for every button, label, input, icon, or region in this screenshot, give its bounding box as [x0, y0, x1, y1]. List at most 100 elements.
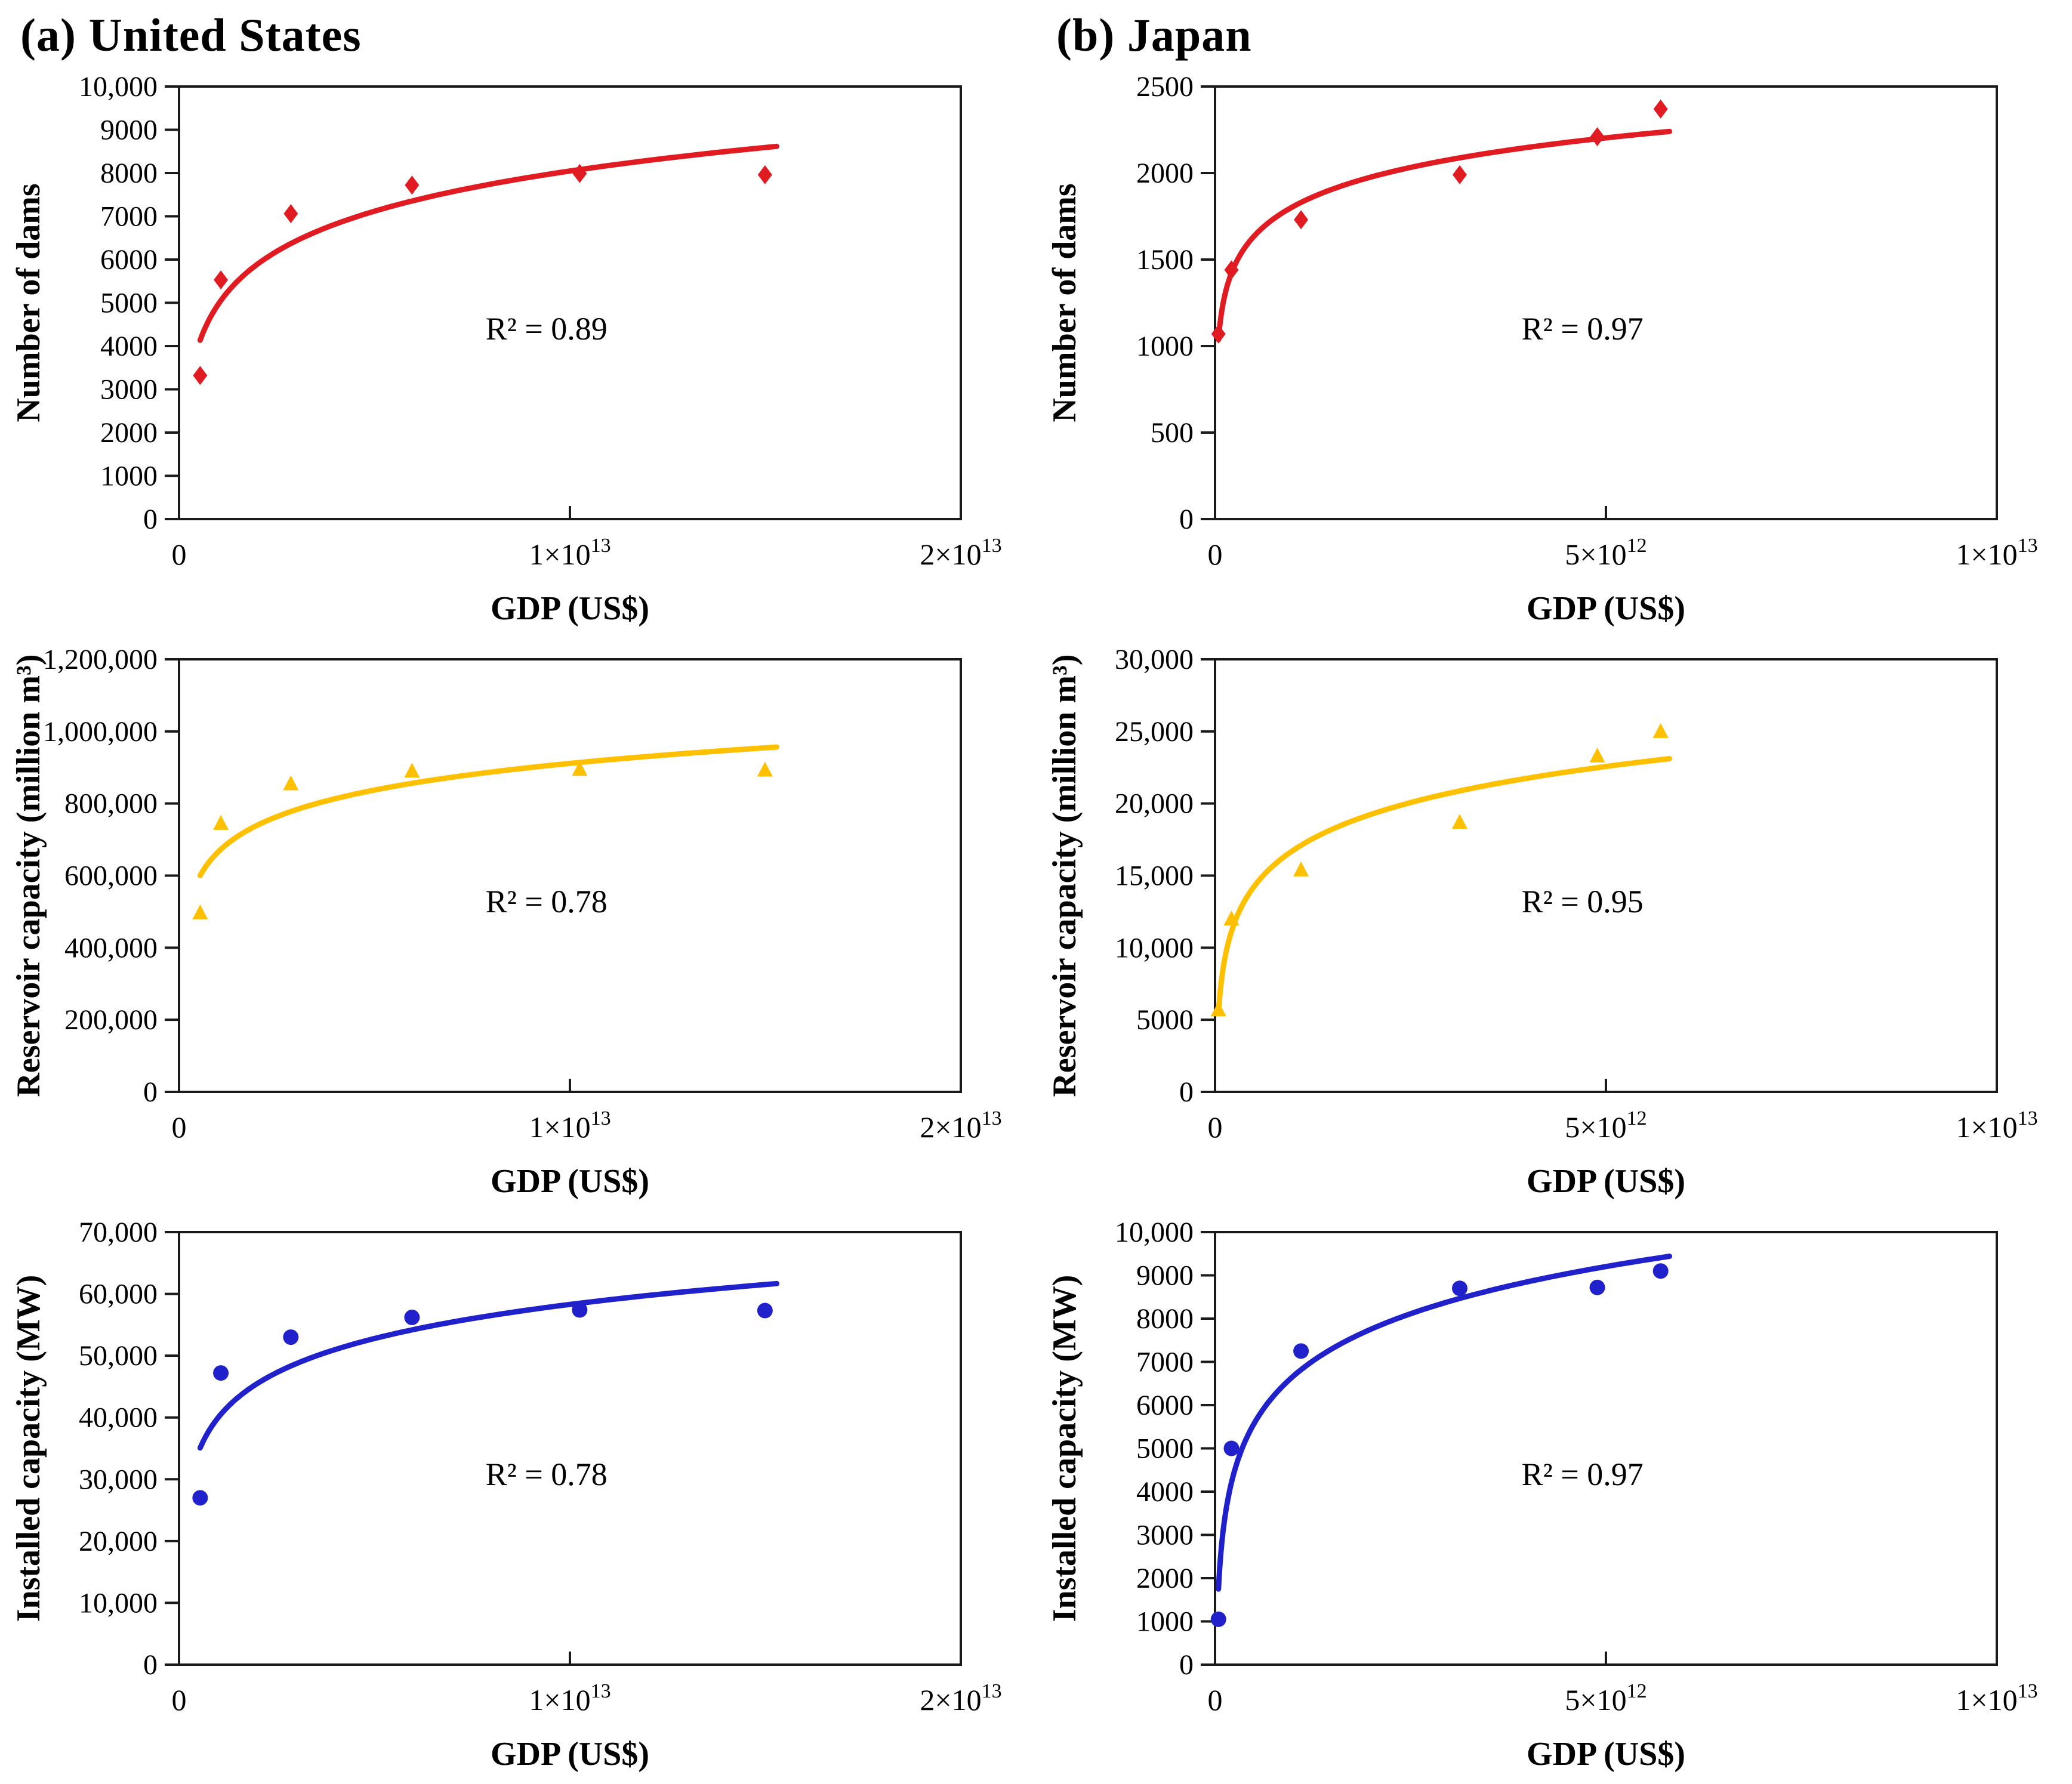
- y-tick-label: 50,000: [79, 1340, 158, 1372]
- data-point-circle: [1652, 1263, 1669, 1279]
- data-points: [193, 163, 772, 385]
- r-squared-annotation: R² = 0.97: [1522, 311, 1644, 347]
- x-tick-label: 0: [172, 1683, 187, 1717]
- y-tick-label: 8000: [1136, 1303, 1194, 1335]
- y-tick-label: 0: [143, 504, 158, 535]
- x-tick-label: 1×1013: [529, 1107, 610, 1144]
- y-tick-label: 3000: [1136, 1520, 1194, 1551]
- data-points: [1210, 1263, 1669, 1627]
- y-tick-label: 3000: [100, 374, 158, 406]
- data-point-circle: [1589, 1279, 1605, 1295]
- y-tick-label: 200,000: [64, 1004, 158, 1036]
- r-squared-annotation: R² = 0.97: [1522, 1456, 1644, 1492]
- y-tick-label: 2500: [1136, 71, 1194, 103]
- data-points: [192, 761, 773, 919]
- x-tick-label: 1×1013: [529, 535, 610, 571]
- y-tick-label: 15,000: [1115, 860, 1194, 892]
- x-axis: 0 5×1012 1×1013: [1208, 1652, 2038, 1717]
- x-axis: 0 1×1013 2×1013: [172, 1652, 1002, 1717]
- chart-japan-number-of-dams: 0 500 1000 1500 2000 2500 0 5×1012 1×1013 GDP (US…: [1036, 60, 2072, 632]
- data-point-circle: [1223, 1440, 1240, 1456]
- y-tick-label: 0: [143, 1076, 158, 1108]
- data-point-circle: [404, 1309, 420, 1325]
- x-axis: 0 5×1012 1×1013: [1208, 506, 2038, 571]
- chart-svg-japan-number-of-dams: 0 500 1000 1500 2000 2500 0 5×1012 1×1013 GDP (US…: [1046, 71, 2038, 627]
- data-point-diamond: [757, 165, 772, 184]
- x-tick-label: 0: [1208, 1110, 1223, 1144]
- y-tick-label: 1000: [1136, 331, 1194, 362]
- y-tick-label: 9000: [100, 115, 158, 146]
- data-point-diamond: [1653, 99, 1668, 119]
- trend-line: [197, 744, 779, 878]
- data-points: [192, 1302, 773, 1506]
- data-point-diamond: [1453, 165, 1467, 184]
- y-axis-title: Installed capacity (MW): [10, 1275, 47, 1622]
- plot-border: [178, 1231, 962, 1666]
- data-point-circle: [213, 1365, 229, 1381]
- chart-svg-us-installed-capacity: 0 10,000 20,000 30,000 40,000 50,000 60,000 70,…: [10, 1217, 1002, 1773]
- y-tick-label: 4000: [1136, 1476, 1194, 1508]
- data-point-circle: [1452, 1280, 1468, 1297]
- panel-title-a: (a) United States: [20, 9, 362, 61]
- y-axis: 0 10,000 20,000 30,000 40,000 50,000 60,000 70,…: [79, 1217, 179, 1681]
- y-axis-title: Reservoir capacity (million m³): [10, 654, 47, 1097]
- y-tick-label: 1000: [1136, 1606, 1194, 1638]
- y-tick-label: 1000: [100, 461, 158, 492]
- y-tick-label: 800,000: [64, 788, 158, 820]
- y-tick-label: 0: [143, 1649, 158, 1681]
- r-squared-annotation: R² = 0.78: [486, 1456, 608, 1492]
- x-axis-title: GDP (US$): [1527, 1163, 1685, 1200]
- data-point-diamond: [1294, 210, 1309, 230]
- chart-svg-japan-installed-capacity: 0 1000 2000 3000 4000 5000 6000 7000 8000 9000 10,…: [1046, 1217, 2038, 1773]
- data-point-diamond: [1224, 260, 1239, 280]
- y-axis-title: Number of dams: [10, 183, 47, 422]
- y-tick-label: 2000: [1136, 158, 1194, 189]
- data-point-triangle: [757, 761, 773, 777]
- r-squared-annotation: R² = 0.78: [486, 884, 608, 919]
- plot-border: [1214, 658, 1998, 1093]
- y-tick-label: 4000: [100, 331, 158, 362]
- y-tick-label: 70,000: [79, 1217, 158, 1248]
- x-tick-label: 0: [1208, 1683, 1223, 1717]
- y-tick-label: 20,000: [79, 1526, 158, 1557]
- r-squared-annotation: R² = 0.95: [1522, 884, 1644, 919]
- data-point-circle: [192, 1490, 208, 1506]
- data-point-triangle: [192, 904, 208, 919]
- trend-line: [197, 1280, 779, 1451]
- plot-border: [178, 85, 962, 520]
- chart-svg-japan-reservoir-capacity: 0 5000 10,000 15,000 20,000 25,000 30,000 0 5×10…: [1046, 644, 2038, 1200]
- x-tick-label: 2×1013: [920, 535, 1001, 571]
- x-tick-label: 5×1012: [1565, 1680, 1646, 1717]
- data-points: [1210, 723, 1669, 1017]
- x-tick-label: 0: [172, 538, 187, 571]
- x-axis-title: GDP (US$): [491, 1736, 649, 1773]
- data-point-triangle: [1589, 747, 1605, 763]
- data-point-diamond: [572, 163, 587, 183]
- chart-svg-us-number-of-dams: 0 1000 2000 3000 4000 5000 6000 7000 8000 9000 10,…: [10, 71, 1002, 627]
- y-axis-title: Reservoir capacity (million m³): [1046, 654, 1083, 1097]
- data-point-diamond: [1590, 127, 1605, 147]
- y-tick-label: 7000: [100, 201, 158, 233]
- y-tick-label: 8000: [100, 158, 158, 189]
- y-tick-label: 7000: [1136, 1347, 1194, 1378]
- y-tick-label: 2000: [100, 417, 158, 449]
- data-point-circle: [1293, 1343, 1309, 1359]
- y-tick-label: 10,000: [79, 71, 158, 103]
- data-point-triangle: [283, 775, 299, 791]
- y-tick-label: 1,000,000: [43, 716, 158, 748]
- y-tick-label: 5000: [1136, 1433, 1194, 1465]
- data-point-diamond: [405, 175, 420, 195]
- y-tick-label: 1,200,000: [43, 644, 158, 675]
- y-tick-label: 6000: [1136, 1390, 1194, 1421]
- data-point-triangle: [1223, 910, 1240, 925]
- data-point-diamond: [1211, 324, 1226, 344]
- data-point-triangle: [1452, 814, 1468, 829]
- y-tick-label: 25,000: [1115, 716, 1194, 748]
- y-tick-label: 600,000: [64, 860, 158, 892]
- y-tick-label: 6000: [100, 244, 158, 276]
- y-tick-label: 10,000: [1115, 932, 1194, 964]
- x-axis: 0 5×1012 1×1013: [1208, 1079, 2038, 1144]
- y-tick-label: 1500: [1136, 244, 1194, 276]
- y-tick-label: 60,000: [79, 1279, 158, 1310]
